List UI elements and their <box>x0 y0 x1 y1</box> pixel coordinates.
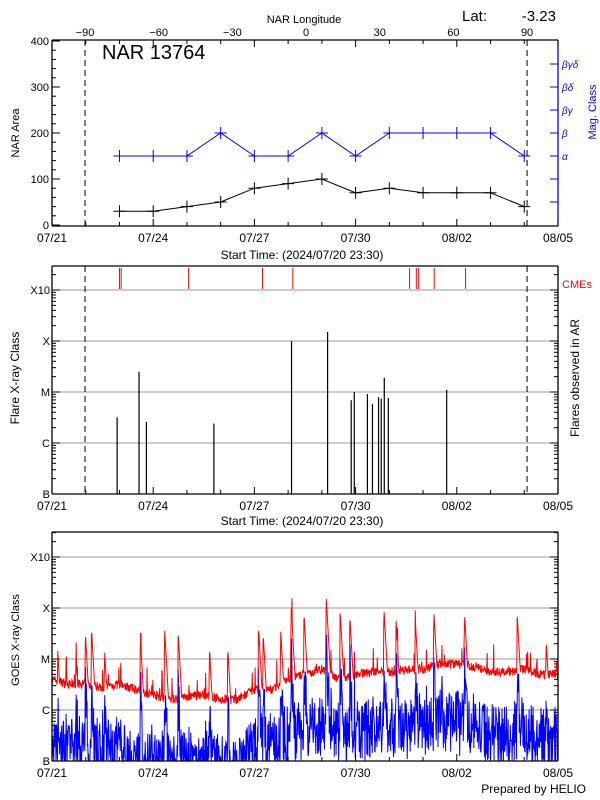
flare-xlabel: Start Time: (2024/07/20 23:30) <box>221 514 384 528</box>
y-tick-label: 300 <box>31 82 49 94</box>
y-tick-label: X10 <box>30 285 50 297</box>
mag-class-point <box>282 150 295 162</box>
x-tick-label: 08/05 <box>543 231 573 245</box>
x-tick-label: 07/24 <box>138 499 168 513</box>
longitude-tick-label: −90 <box>76 27 95 39</box>
mag-class-point <box>214 127 227 139</box>
x-tick-label: 07/24 <box>138 766 168 780</box>
mag-class-tick-label: βγ <box>561 106 574 117</box>
y-tick-label: 0 <box>43 220 49 232</box>
mag-class-point <box>147 150 160 162</box>
nar-area-point <box>147 205 160 218</box>
x-tick-label: 07/27 <box>239 766 269 780</box>
x-tick-label: 08/05 <box>543 499 573 513</box>
x-tick-label: 07/24 <box>138 231 168 245</box>
mag-class-point <box>113 150 126 162</box>
y-tick-label: X <box>43 603 51 615</box>
nar-ylabel: NAR Area <box>10 108 22 158</box>
top-axis-title: NAR Longitude <box>267 14 342 26</box>
y-tick-label: 400 <box>31 36 49 48</box>
longitude-tick-label: 0 <box>303 27 309 39</box>
x-tick-label: 08/02 <box>442 231 472 245</box>
mag-class-label: Mag. Class <box>587 84 599 140</box>
goes-long-channel-line <box>51 598 559 705</box>
x-tick-label: 07/30 <box>341 499 371 513</box>
mag-class-tick-label: β <box>561 129 568 140</box>
nar-area-point <box>180 200 193 213</box>
mag-class-point <box>349 150 362 162</box>
y-tick-label: 200 <box>31 128 49 140</box>
mag-class-point <box>315 127 328 139</box>
y-tick-label: X <box>43 336 51 348</box>
goes-short-channel-line <box>51 634 559 763</box>
y-tick-label: B <box>43 756 50 768</box>
x-tick-label: 07/27 <box>239 231 269 245</box>
nar-area-panel: 07/21 07/24 07/27 07/30 08/02 08/050100200300… <box>31 27 579 245</box>
mag-class-tick-label: βδ <box>561 83 574 94</box>
longitude-tick-label: −60 <box>149 27 168 39</box>
flares-observed-label: Flares observed in AR <box>568 319 582 437</box>
nar-xlabel: Start Time: (2024/07/20 23:30) <box>221 248 384 262</box>
x-tick-label: 07/30 <box>341 766 371 780</box>
nar-area-point <box>214 196 227 208</box>
longitude-tick-label: 90 <box>521 27 533 39</box>
y-tick-label: X10 <box>30 552 50 564</box>
x-tick-label: 08/05 <box>543 766 573 780</box>
mag-class-point <box>450 127 463 139</box>
x-tick-label: 08/02 <box>442 499 472 513</box>
nar-area-point <box>113 205 126 218</box>
mag-class-point <box>417 127 430 139</box>
nar-area-point <box>248 182 261 195</box>
mag-class-tick-label: βγδ <box>561 60 579 71</box>
y-tick-label: B <box>43 489 50 501</box>
x-tick-label: 07/21 <box>37 231 67 245</box>
mag-class-point <box>484 127 497 139</box>
region-title: NAR 13764 <box>102 42 205 64</box>
mag-class-point <box>383 127 396 139</box>
footer-credit: Prepared by HELIO <box>481 782 586 796</box>
longitude-tick-label: −30 <box>223 27 242 39</box>
y-tick-label: C <box>42 438 50 450</box>
nar-area-point <box>450 186 463 199</box>
mag-class-point <box>248 150 261 162</box>
x-tick-label: 07/30 <box>341 231 371 245</box>
nar-area-point <box>383 182 396 195</box>
lat-value: -3.23 <box>522 8 556 25</box>
nar-area-point <box>349 186 362 199</box>
x-tick-label: 07/21 <box>37 766 67 780</box>
lat-label: Lat: <box>462 8 487 25</box>
y-tick-label: M <box>41 654 50 666</box>
y-tick-label: M <box>41 387 50 399</box>
nar-area-point <box>315 173 328 185</box>
cme-label: CMEs <box>562 279 592 291</box>
flare-ylabel: Flare X-ray Class <box>8 332 22 425</box>
x-tick-label: 08/02 <box>442 766 472 780</box>
nar-area-point <box>518 200 531 213</box>
flare-panel: 07/21 07/24 07/27 07/30 08/02 08/05 B C M X X10 <box>30 265 573 513</box>
nar-area-point <box>484 186 497 199</box>
goes-ylabel: GOES X-ray Class <box>10 594 22 686</box>
longitude-tick-label: 30 <box>374 27 386 39</box>
y-tick-label: 100 <box>31 174 49 186</box>
y-tick-label: C <box>42 705 50 717</box>
mag-class-point <box>180 150 193 162</box>
longitude-tick-label: 60 <box>447 27 459 39</box>
goes-panel: B C M X X10 07/21 07/24 07/27 07/30 08/02 08/05 <box>30 531 573 780</box>
mag-class-point <box>518 150 531 162</box>
x-tick-label: 07/21 <box>37 499 67 513</box>
nar-area-point <box>417 186 430 199</box>
nar-area-point <box>282 177 295 190</box>
mag-class-tick-label: α <box>562 152 568 163</box>
x-tick-label: 07/27 <box>239 499 269 513</box>
